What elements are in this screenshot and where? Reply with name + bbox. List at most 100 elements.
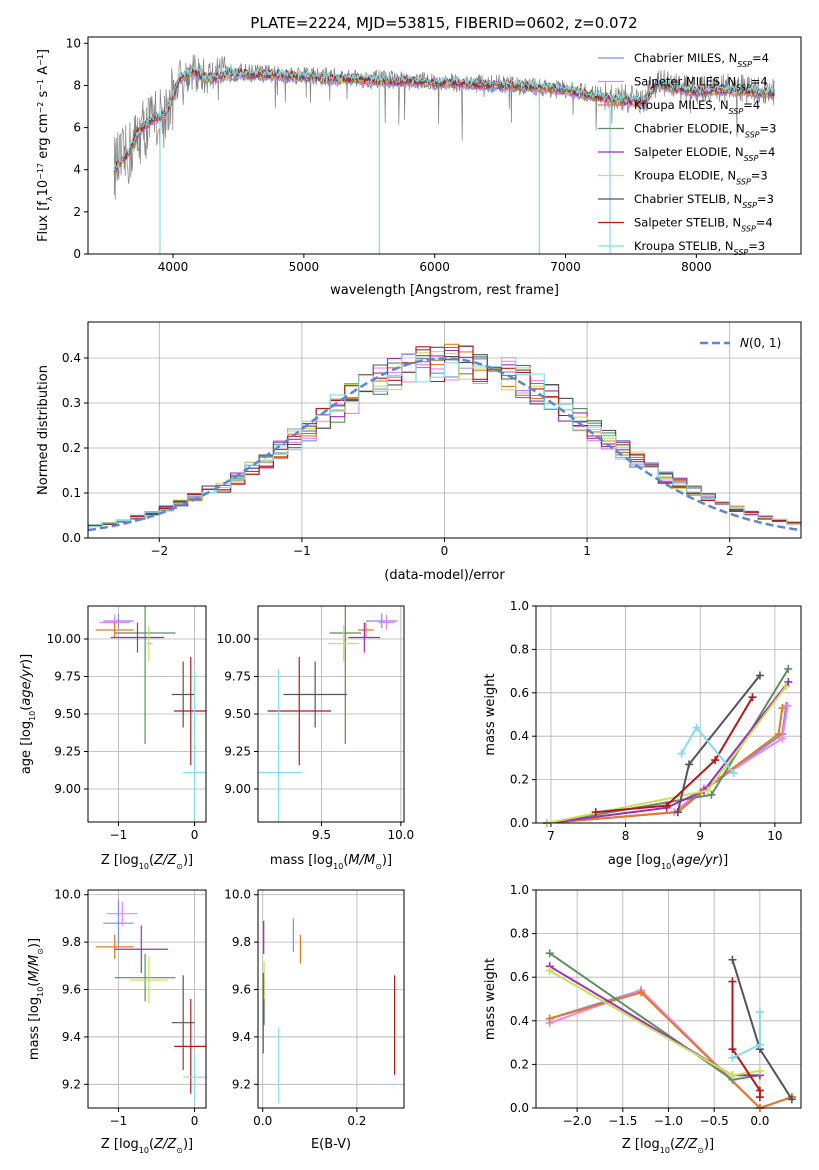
y-tick-label: 9.00 [54,782,81,796]
x-tick-label: 6000 [419,260,450,274]
x-tick-label: 10 [767,829,782,843]
weight-point-salpeter-miles [778,734,787,743]
x-tick-label: −0.5 [700,1114,729,1128]
weight-line-chabrier-elodie [547,668,790,823]
y-axis-label: mass weight [483,958,498,1040]
weight-point-kroupa-stelib [677,749,686,758]
y-tick-label: 0.0 [510,1101,529,1115]
x-axis-label: mass [log10(M/M⊙)] [270,853,392,871]
legend-entry: Salpeter MILES, NSSP=4 [634,75,768,93]
x-tick-label: 0 [441,544,449,558]
y-tick-label: 9.50 [224,707,251,721]
weight-point-chabrier-stelib [755,671,764,680]
y-tick-label: 9.8 [232,935,251,949]
axes-frame [87,605,207,823]
legend-entry: N(0, 1) [740,336,781,350]
weight-line-chabrier-elodie [549,952,761,1081]
legend-entry: Kroupa ELODIE, NSSP=3 [634,169,768,187]
weight-point-kroupa-elodie [545,966,554,975]
weight-point-salpeter-stelib [728,977,737,986]
legend-entry: Chabrier STELIB, NSSP=3 [634,192,774,210]
x-axis-label: (data-model)/error [384,568,505,583]
weight-point-chabrier-stelib [787,1095,796,1104]
x-tick-label: −1 [110,828,128,842]
y-tick-label: 9.2 [62,1077,81,1091]
x-tick-label: 7 [547,829,555,843]
x-tick-label: 8 [622,829,630,843]
mass-weight-vs-metallicity-panel: −2.0 −1.5 −1.0 −0.5 0.0 0.0 0.2 0.4 0.6 0.8 1.0 mas… [483,883,802,1155]
axes-frame [535,605,802,824]
axes-frame [535,889,802,1109]
x-axis-label: Z [log10(Z/Z⊙)] [101,853,193,871]
weight-point-kroupa-miles [637,988,646,997]
spectrum-panel: 4000 5000 6000 7000 8000 0 2 4 6 8 10 wavelength [A… [36,36,802,298]
y-tick-label: 9.8 [62,935,81,949]
y-tick-label: 2 [73,205,81,219]
y-tick-label: 9.75 [54,670,81,684]
weight-point-chabrier-elodie [784,664,793,673]
weight-line-chabrier-stelib [676,674,761,813]
x-tick-label: −1.5 [608,1114,637,1128]
weight-point-chabrier-stelib [685,760,694,769]
y-tick-label: 0.2 [62,441,81,455]
x-tick-label: −2.0 [563,1114,592,1128]
x-tick-label: 9.5 [312,828,331,842]
y-tick-label: 9.25 [224,745,251,759]
y-tick-label: 9.6 [62,983,81,997]
weight-point-salpeter-stelib [591,808,600,817]
y-tick-label: 0.4 [62,351,81,365]
weight-point-chabrier-stelib [728,955,737,964]
x-tick-label: 0.0 [253,1114,272,1128]
weight-point-kroupa-miles [774,730,783,739]
y-tick-label: 0.2 [510,1057,529,1071]
axes-frame [257,889,405,1109]
weight-point-salpeter-stelib [662,801,671,810]
y-tick-label: 9.50 [54,707,81,721]
y-tick-label: 9.00 [224,782,251,796]
y-tick-label: 0.0 [62,531,81,545]
axes-frame [257,605,405,823]
y-tick-label: 0.2 [510,773,529,787]
y-axis-label: mass [log10(M/M⊙)] [27,938,45,1060]
x-tick-label: −1 [293,544,311,558]
mass-vs-metallicity-panel: −1 0 9.2 9.4 9.6 9.8 10.0 Z [log10(Z/Z⊙)] mass [… [27,888,207,1155]
mass-weight-vs-age-panel: 7 8 9 10 0.0 0.2 0.4 0.6 0.8 1.0 mass weight age [l… [483,599,802,871]
axes-frame [87,889,207,1109]
model-spectrum-kroupa-stelib [113,65,775,171]
y-axis-label: Normed distribution [36,365,51,495]
x-tick-label: 4000 [158,260,189,274]
x-axis-label: Z [log10(Z/Z⊙)] [622,1137,714,1155]
x-tick-label: 0.2 [347,1114,366,1128]
weight-point-kroupa-miles [778,703,787,712]
y-tick-label: 4 [73,163,81,177]
x-axis-label: Z [log10(Z/Z⊙)] [101,1137,193,1155]
legend-entry: Chabrier ELODIE, NSSP=3 [634,122,776,140]
weight-point-salpeter-miles [783,701,792,710]
weight-point-kroupa-elodie [782,682,791,691]
weight-line-salpeter-stelib [595,696,754,814]
axes-frame [87,321,802,539]
normal-curve [88,357,801,532]
x-tick-label: 2 [726,544,734,558]
weight-point-salpeter-stelib [748,693,757,702]
weight-point-salpeter-elodie [784,677,793,686]
y-axis-label: mass weight [483,673,498,755]
weight-point-salpeter-stelib [711,756,720,765]
weight-point-kroupa-stelib [755,1008,764,1017]
figure-title: PLATE=2224, MJD=53815, FIBERID=0602, z=0… [250,14,637,32]
y-tick-label: 10.00 [217,632,251,646]
weight-line-kroupa-miles [549,991,793,1108]
age-vs-metallicity-panel: −1 0 9.00 9.25 9.50 9.75 10.00 Z [log10(Z/Z⊙)] a… [19,605,207,871]
weight-line-kroupa-elodie [549,969,761,1077]
y-tick-label: 9.25 [54,745,81,759]
weight-point-kroupa-stelib [755,1040,764,1049]
y-tick-label: 0.0 [510,816,529,830]
y-tick-label: 0.8 [510,927,529,941]
y-tick-label: 6 [73,121,81,135]
weight-point-kroupa-stelib [692,723,701,732]
y-tick-label: 0.6 [510,686,529,700]
legend-entry: Kroupa MILES, NSSP=4 [634,98,760,116]
x-tick-label: 1 [583,544,591,558]
y-tick-label: 1.0 [510,599,529,613]
